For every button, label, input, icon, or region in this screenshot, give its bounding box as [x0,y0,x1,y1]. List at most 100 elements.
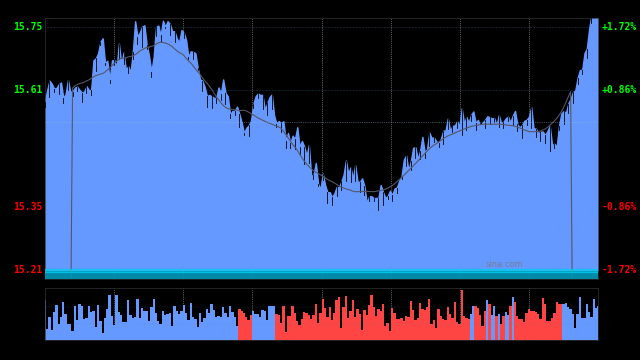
Bar [528,309,530,340]
Bar [97,305,99,340]
Bar [65,314,67,340]
Bar [175,311,178,340]
Bar [391,308,394,340]
Bar [597,306,600,340]
Bar [169,313,171,340]
Bar [287,316,289,340]
Bar [558,304,560,340]
Bar [465,318,468,340]
Bar [495,316,498,340]
Bar [182,305,185,340]
Text: +1.72%: +1.72% [601,22,636,32]
Bar [166,314,169,340]
Bar [199,313,201,340]
Bar [148,321,150,340]
Bar [122,323,125,340]
Bar [518,319,521,340]
Bar [563,303,565,340]
Bar [155,314,157,340]
Bar [48,318,51,340]
Bar [83,319,85,340]
Bar [102,333,104,340]
Bar [403,321,405,340]
Bar [212,310,215,340]
Bar [502,316,504,340]
Bar [530,311,532,340]
Bar [335,300,338,340]
Bar [206,309,208,340]
Bar [354,317,356,340]
Bar [53,312,55,340]
Bar [294,313,296,340]
Bar [365,315,368,340]
Bar [291,306,294,340]
Bar [380,311,382,340]
Bar [157,321,159,340]
Bar [95,327,97,340]
Bar [516,316,518,340]
Bar [152,299,155,340]
Bar [384,325,387,340]
Bar [574,328,577,340]
Bar [192,317,194,340]
Bar [537,314,540,340]
Bar [69,324,72,340]
Bar [435,328,437,340]
Text: -1.72%: -1.72% [601,265,636,275]
Bar [162,311,164,340]
Bar [90,312,92,340]
Bar [273,306,275,340]
Bar [229,306,231,340]
Bar [305,312,308,340]
Bar [298,325,301,340]
Bar [220,318,222,340]
Bar [271,306,273,340]
Bar [261,310,264,340]
Bar [414,320,417,340]
Bar [141,307,143,340]
Bar [78,304,81,340]
Bar [310,319,312,340]
Bar [421,309,424,340]
Bar [440,316,442,340]
Bar [104,318,106,340]
Bar [514,302,516,340]
Bar [238,309,241,340]
Bar [481,326,484,340]
Bar [278,315,280,340]
Bar [405,316,407,340]
Bar [51,330,53,340]
Bar [208,313,211,340]
Bar [222,307,224,340]
Bar [498,314,500,340]
Bar [356,309,358,340]
Bar [407,317,410,340]
Bar [500,324,502,340]
Bar [145,311,148,340]
Bar [171,326,173,340]
Bar [115,294,118,340]
Bar [125,322,127,340]
Bar [556,302,558,340]
Bar [264,311,266,340]
Bar [484,311,486,340]
Bar [444,320,447,340]
Bar [486,300,488,340]
Bar [196,327,199,340]
Bar [382,304,384,340]
Bar [345,296,347,340]
Bar [67,324,69,340]
Bar [58,324,60,340]
Bar [106,309,109,340]
Bar [312,315,315,340]
Bar [340,328,342,340]
Bar [92,311,95,340]
Bar [424,310,426,340]
Bar [45,272,598,279]
Bar [544,304,547,340]
Bar [136,300,139,340]
Bar [257,314,259,340]
Bar [317,323,319,340]
Bar [349,311,352,340]
Bar [540,319,541,340]
